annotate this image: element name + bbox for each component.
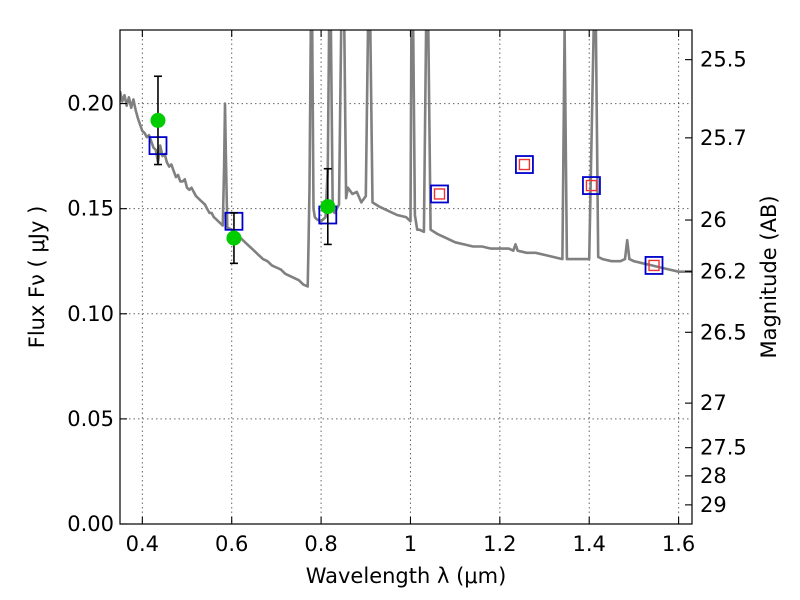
plot-area bbox=[120, 30, 692, 288]
right-axis-label: Magnitude (AB) bbox=[757, 195, 781, 358]
x-tick-label: 1.2 bbox=[483, 532, 516, 556]
x-tick-label: 1 bbox=[404, 532, 417, 556]
observed-point bbox=[150, 112, 166, 128]
y-tick-label: 0.05 bbox=[67, 407, 114, 431]
observed-point bbox=[320, 199, 336, 215]
sed-model-line bbox=[120, 30, 692, 288]
limit-square bbox=[433, 188, 446, 200]
observed-point bbox=[226, 230, 242, 246]
plot-frame bbox=[119, 29, 693, 525]
model-square bbox=[430, 184, 449, 204]
x-tick-label: 0.4 bbox=[126, 532, 159, 556]
limit-square bbox=[648, 259, 660, 272]
y-tick-label: 0.00 bbox=[67, 512, 114, 536]
x-tick-label: 0.6 bbox=[215, 532, 248, 556]
right-tick-label: 27 bbox=[700, 391, 727, 415]
right-tick-label: 26 bbox=[700, 208, 727, 232]
model-square bbox=[582, 176, 601, 195]
right-tick-label: 27.5 bbox=[700, 436, 747, 460]
axes: 0.4 0.6 0.8 1 1.2 1.4 1.6 0.00 0.05 0.10 0.15 0.20 2… bbox=[67, 29, 747, 556]
model-square bbox=[515, 155, 534, 174]
right-tick-label: 26.5 bbox=[700, 320, 747, 344]
right-tick-label: 25.5 bbox=[700, 48, 747, 72]
x-tick-label: 1.6 bbox=[662, 532, 695, 556]
model-square bbox=[644, 256, 664, 275]
right-tick-label: 26.2 bbox=[700, 259, 747, 283]
right-tick-label: 28 bbox=[700, 464, 727, 488]
limit-square bbox=[518, 158, 531, 171]
x-axis-label: Wavelength λ (μm) bbox=[306, 564, 507, 588]
limit-square bbox=[585, 179, 598, 192]
x-tick-label: 0.8 bbox=[304, 532, 337, 556]
y-tick-label: 0.10 bbox=[67, 302, 114, 326]
x-tick-label: 1.4 bbox=[573, 532, 606, 556]
y-tick-label: 0.20 bbox=[67, 92, 114, 116]
right-tick-label: 29 bbox=[700, 493, 727, 517]
grid bbox=[120, 30, 692, 525]
y-tick-label: 0.15 bbox=[67, 197, 114, 221]
y-axis-label: Flux Fν ( μJy ) bbox=[25, 206, 49, 349]
right-tick-label: 25.7 bbox=[700, 126, 747, 150]
